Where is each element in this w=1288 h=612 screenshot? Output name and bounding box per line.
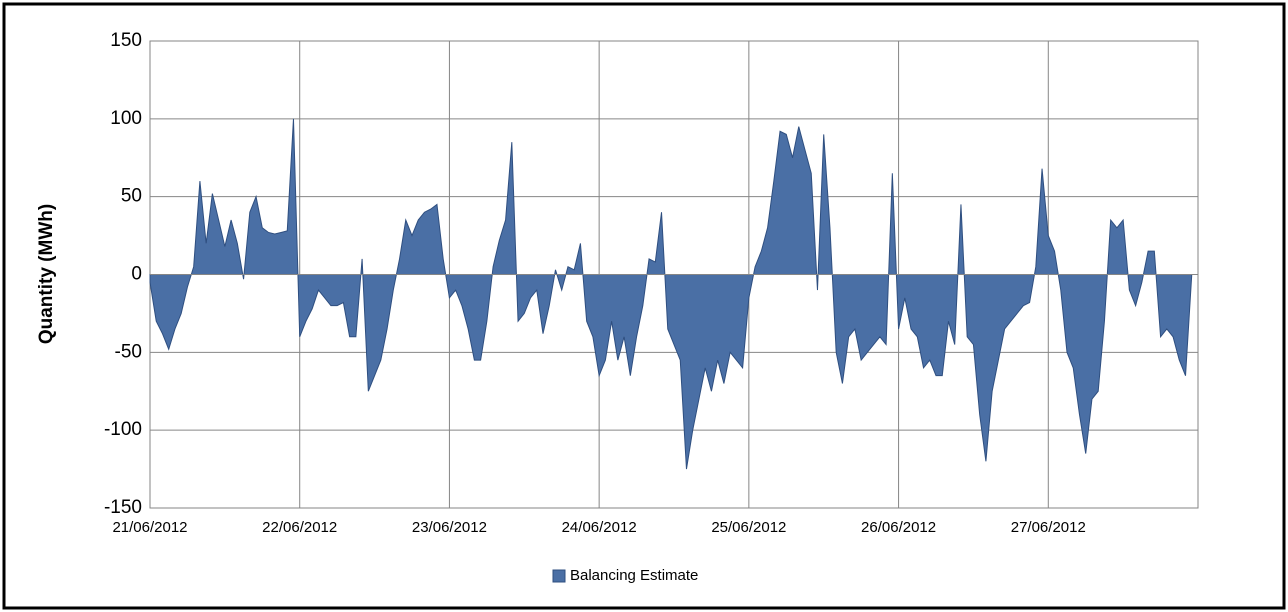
y-tick-label: -150 — [104, 497, 142, 518]
legend-label: Balancing Estimate — [570, 567, 698, 584]
y-tick-label: 100 — [110, 108, 142, 129]
x-tick-label: 23/06/2012 — [412, 519, 487, 536]
area — [149, 118, 1193, 470]
x-tick-label: 26/06/2012 — [861, 519, 936, 536]
x-tick-label: 27/06/2012 — [1011, 519, 1086, 536]
y-tick-label: -100 — [104, 419, 142, 440]
y-tick-label: 50 — [121, 186, 142, 207]
x-tick-label: 24/06/2012 — [562, 519, 637, 536]
x-tick-label: 22/06/2012 — [262, 519, 337, 536]
x-tick-label: 25/06/2012 — [711, 519, 786, 536]
y-tick-label: 0 — [131, 264, 142, 285]
legend-swatch — [552, 569, 566, 583]
x-tick-label: 21/06/2012 — [112, 519, 187, 536]
y-axis-label: Quantity (MWh) — [36, 204, 57, 344]
y-tick-label: 150 — [110, 30, 142, 51]
y-tick-label: -50 — [115, 341, 142, 362]
